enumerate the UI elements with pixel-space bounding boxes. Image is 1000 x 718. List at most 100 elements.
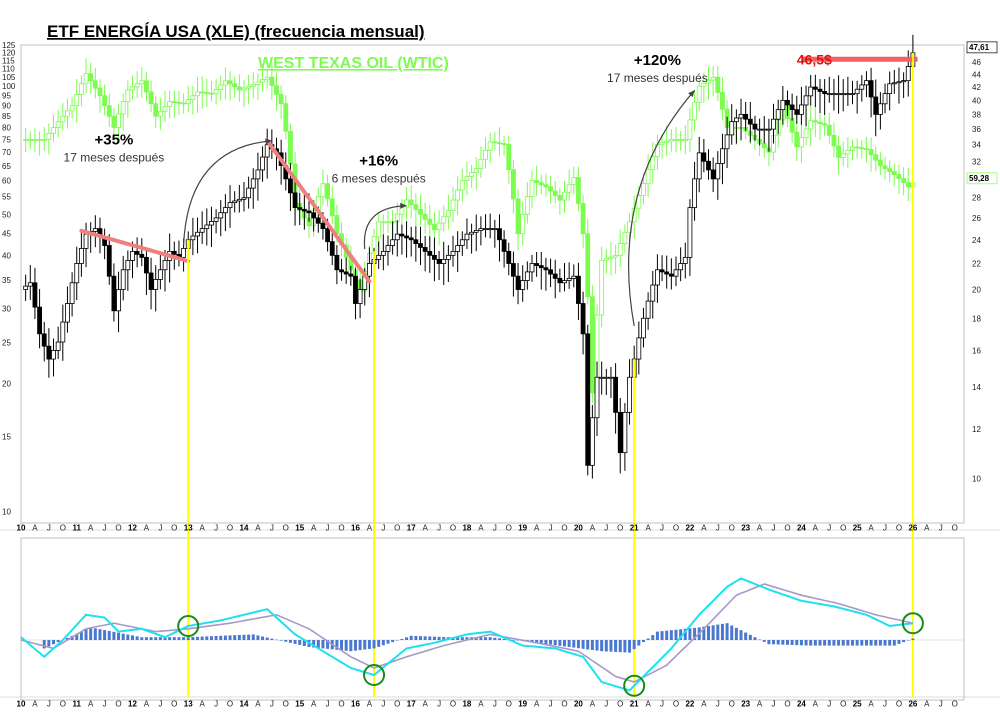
wtic-candle-body (589, 296, 595, 394)
macd-histogram-bar (265, 637, 269, 640)
wtic-candle-body (682, 138, 688, 141)
xle-candle-body (664, 271, 670, 275)
x-axis-top-tick-J: J (716, 524, 720, 533)
xle-candle-body (292, 192, 298, 209)
macd-histogram-bar (261, 636, 265, 640)
x-axis-bottom-tick-J: J (270, 700, 274, 709)
macd-histogram-bar (93, 628, 97, 640)
macd-histogram-bar (813, 640, 817, 646)
xle-candle-body (27, 282, 33, 287)
macd-histogram-bar (363, 640, 367, 650)
macd-histogram-bar (869, 640, 873, 646)
wtic-candle-body (566, 184, 572, 193)
wtic-axis-tick-90: 90 (2, 102, 11, 111)
x-axis-bottom-tick-O: O (450, 700, 456, 709)
price-label: 46,5$ (797, 51, 832, 67)
macd-histogram-bar (864, 640, 868, 646)
wtic-candle-body (288, 130, 293, 165)
x-axis-top-tick-10: 10 (17, 524, 26, 533)
xle-candle-body (641, 317, 646, 339)
x-axis-bottom-tick-O: O (394, 700, 400, 709)
xle-candle-body (380, 250, 386, 256)
wtic-candle-body (385, 221, 391, 224)
x-axis-top-tick-O: O (784, 524, 790, 533)
macd-histogram-bar (502, 638, 506, 640)
macd-histogram-bar (377, 640, 381, 647)
macd-histogram-bar (279, 640, 283, 641)
wtic-candle-body (524, 196, 530, 215)
macd-histogram-bar (511, 640, 515, 641)
xle-axis-tick-26: 26 (972, 214, 981, 223)
wtic-candle-body (78, 83, 84, 95)
wtic-axis-tick-30: 30 (2, 305, 11, 314)
wtic-candle-body (873, 154, 879, 161)
x-axis-top-tick-J: J (883, 524, 887, 533)
wtic-candle-body (548, 186, 553, 192)
macd-histogram-bar (84, 629, 88, 640)
wtic-axis-tick-20: 20 (2, 380, 11, 389)
macd-histogram-bar (223, 635, 227, 640)
wtic-candle-body (506, 143, 512, 171)
wtic-candle-body (511, 169, 516, 200)
x-axis-bottom-tick-O: O (840, 700, 846, 709)
xle-candle-body (120, 269, 126, 290)
macd-histogram-bar (539, 640, 543, 644)
xle-candle-body (404, 235, 409, 239)
wtic-candle-body (32, 138, 38, 141)
macd-histogram-bar (326, 640, 330, 649)
wtic-candle-body (487, 141, 493, 151)
macd-histogram-bar (902, 640, 906, 643)
wtic-candle-body (264, 76, 270, 80)
x-axis-top-tick-O: O (561, 524, 567, 533)
x-axis-bottom-tick-20: 20 (574, 700, 583, 709)
xle-axis-tick-14: 14 (972, 383, 981, 392)
wtic-candle-body (483, 149, 488, 160)
arrow-2021 (627, 89, 696, 327)
xle-candle-body (534, 263, 540, 266)
trendline-1 (79, 228, 191, 264)
x-axis-top-tick-A: A (813, 524, 819, 533)
xle-candle-body (422, 247, 428, 252)
wtic-candle-body (761, 143, 767, 149)
xle-candle-body (459, 239, 465, 246)
x-axis-top-tick-26: 26 (908, 524, 917, 533)
macd-histogram-bar (340, 640, 344, 651)
x-axis-bottom-tick-A: A (422, 700, 428, 709)
x-axis-bottom-tick-J: J (326, 700, 330, 709)
xle-candle-body (873, 96, 879, 115)
xle-candle-body (645, 300, 651, 319)
x-axis-bottom-tick-22: 22 (685, 700, 694, 709)
macd-histogram-bar (484, 637, 488, 640)
xle-candle-body (761, 128, 767, 131)
wtic-candle-body (845, 149, 851, 155)
wtic-candle-body (613, 255, 619, 258)
macd-histogram-bar (418, 636, 422, 640)
macd-histogram-bar (191, 637, 195, 640)
x-axis-bottom-tick-24: 24 (797, 700, 806, 709)
xle-candle-body (60, 321, 66, 343)
x-axis-bottom-tick-13: 13 (184, 700, 193, 709)
xle-candle-body (297, 207, 303, 210)
annotation-pct-3: +120% (634, 52, 681, 69)
x-axis-top-tick-J: J (158, 524, 162, 533)
wtic-candle-body (139, 80, 145, 85)
wtic-candle-body (464, 176, 470, 181)
macd-histogram-bar (739, 630, 743, 640)
xle-axis-tick-20: 20 (972, 286, 981, 295)
wtic-candle-body (812, 120, 818, 123)
wtic-candle-body (673, 138, 679, 141)
wtic-candle-body (65, 110, 70, 117)
macd-histogram-bar (432, 636, 436, 640)
macd-histogram-bar (219, 635, 223, 640)
xle-candle-body (315, 217, 321, 224)
x-axis-top-tick-O: O (227, 524, 233, 533)
wtic-axis-tick-125: 125 (2, 41, 16, 50)
xle-candle-body (106, 245, 112, 277)
x-axis-top-tick-J: J (214, 524, 218, 533)
xle-candle-body (882, 93, 888, 105)
xle-candle-body (250, 178, 256, 189)
xle-candle-body (580, 303, 586, 335)
xle-candle-body (771, 118, 776, 130)
wtic-label: WEST TEXAS OIL (WTIC) (258, 55, 449, 72)
macd-histogram-bar (186, 637, 190, 640)
